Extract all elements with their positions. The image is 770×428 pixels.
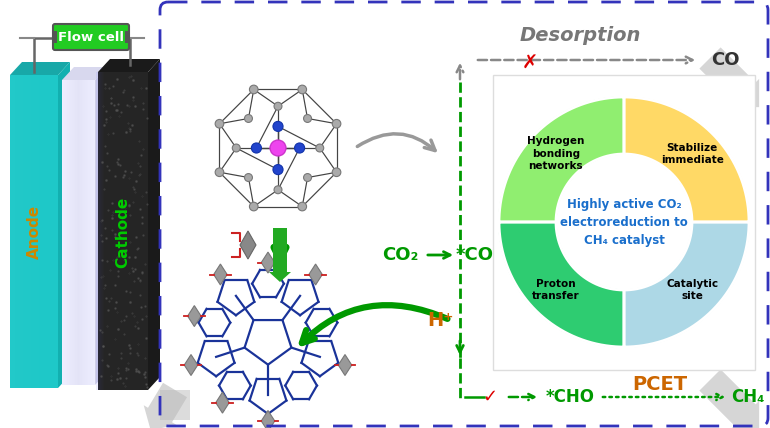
Text: Desorption: Desorption (519, 26, 641, 45)
Polygon shape (184, 354, 198, 375)
Circle shape (245, 115, 253, 122)
Polygon shape (85, 80, 86, 385)
FancyArrow shape (155, 390, 195, 420)
Polygon shape (78, 80, 79, 385)
Polygon shape (87, 80, 88, 385)
Text: Anode: Anode (26, 205, 42, 259)
Polygon shape (188, 306, 201, 327)
Circle shape (245, 174, 253, 181)
Circle shape (332, 168, 341, 177)
Polygon shape (75, 80, 76, 385)
Circle shape (273, 164, 283, 175)
Text: PCET: PCET (632, 375, 688, 395)
Polygon shape (216, 392, 229, 413)
Text: ✓: ✓ (483, 388, 497, 406)
Circle shape (298, 85, 306, 94)
Polygon shape (499, 97, 624, 222)
Polygon shape (261, 410, 275, 428)
Polygon shape (309, 264, 323, 285)
Circle shape (215, 119, 224, 128)
Circle shape (251, 143, 262, 153)
Text: Catalytic
site: Catalytic site (666, 279, 718, 301)
Text: Proton
transfer: Proton transfer (532, 279, 580, 301)
Polygon shape (261, 252, 275, 273)
Circle shape (332, 119, 341, 128)
Text: *CO: *CO (456, 246, 494, 264)
Circle shape (303, 115, 312, 122)
Polygon shape (338, 354, 352, 375)
Circle shape (558, 156, 690, 288)
Circle shape (270, 140, 286, 156)
Text: Flow cell: Flow cell (58, 30, 124, 44)
Polygon shape (84, 80, 85, 385)
Text: *CHO: *CHO (545, 388, 594, 406)
Circle shape (249, 85, 258, 94)
Polygon shape (95, 67, 107, 385)
Circle shape (249, 202, 258, 211)
FancyBboxPatch shape (53, 24, 129, 50)
Circle shape (303, 174, 312, 181)
Text: Stabilize
immediate: Stabilize immediate (661, 143, 724, 165)
Polygon shape (99, 72, 100, 390)
FancyArrow shape (269, 228, 291, 282)
Polygon shape (96, 72, 97, 390)
Circle shape (274, 102, 282, 110)
Polygon shape (72, 80, 73, 385)
Polygon shape (62, 80, 95, 385)
Circle shape (273, 122, 283, 131)
Polygon shape (77, 80, 78, 385)
Text: CO: CO (711, 51, 739, 69)
Polygon shape (68, 80, 69, 385)
Polygon shape (58, 62, 70, 388)
Polygon shape (97, 72, 98, 390)
Polygon shape (499, 222, 624, 347)
Text: ✗: ✗ (522, 54, 538, 72)
Text: Hydrogen
bonding
networks: Hydrogen bonding networks (527, 137, 584, 171)
FancyArrow shape (699, 48, 759, 107)
Circle shape (298, 202, 306, 211)
Polygon shape (76, 80, 77, 385)
Polygon shape (98, 72, 148, 390)
Circle shape (316, 144, 323, 152)
Polygon shape (69, 80, 70, 385)
Polygon shape (83, 80, 84, 385)
Polygon shape (73, 80, 74, 385)
Text: H⁺: H⁺ (427, 310, 454, 330)
Polygon shape (98, 72, 99, 390)
Bar (53, 31, 57, 43)
Circle shape (215, 168, 224, 177)
Circle shape (274, 186, 282, 194)
Text: Highly active CO₂
electroreduction to
CH₄ catalyst: Highly active CO₂ electroreduction to CH… (560, 197, 688, 247)
Polygon shape (100, 72, 101, 390)
Polygon shape (10, 62, 70, 75)
Polygon shape (624, 222, 749, 347)
Text: Cathode: Cathode (116, 196, 130, 268)
Text: cc8800: cc8800 (34, 231, 39, 232)
Polygon shape (240, 231, 256, 259)
Polygon shape (70, 80, 71, 385)
FancyBboxPatch shape (493, 75, 755, 370)
Bar (125, 31, 129, 43)
Polygon shape (81, 80, 82, 385)
Text: CO₂: CO₂ (382, 246, 418, 264)
Polygon shape (98, 59, 160, 72)
Polygon shape (80, 80, 81, 385)
Text: CH₄: CH₄ (732, 388, 765, 406)
FancyArrow shape (699, 369, 759, 428)
Polygon shape (214, 264, 227, 285)
Polygon shape (88, 80, 89, 385)
Circle shape (233, 144, 240, 152)
Polygon shape (86, 80, 87, 385)
Polygon shape (71, 80, 72, 385)
Polygon shape (62, 67, 107, 80)
Polygon shape (79, 80, 80, 385)
FancyArrow shape (144, 383, 187, 428)
Polygon shape (82, 80, 83, 385)
Circle shape (295, 143, 305, 153)
Polygon shape (148, 59, 160, 390)
Polygon shape (624, 97, 749, 222)
Polygon shape (10, 75, 58, 388)
Polygon shape (74, 80, 75, 385)
